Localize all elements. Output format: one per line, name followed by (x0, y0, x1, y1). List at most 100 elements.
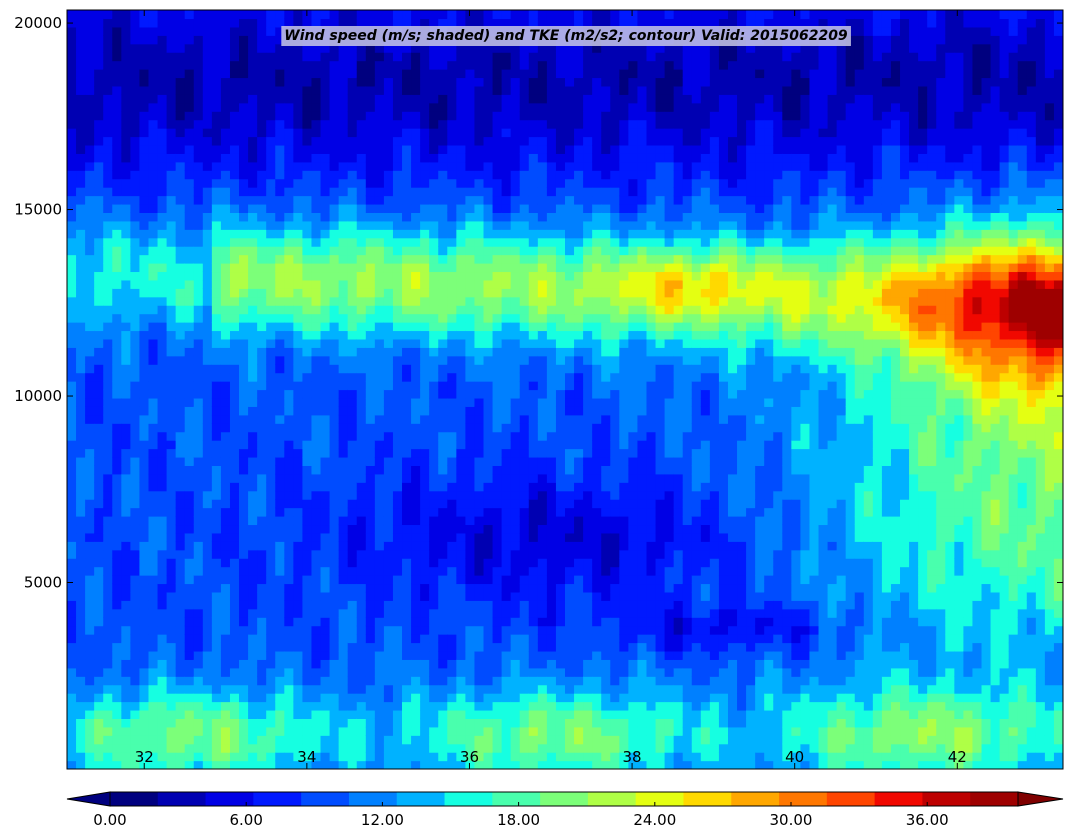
field-cell (402, 279, 412, 289)
field-cell (456, 43, 466, 53)
field-cell (220, 178, 231, 188)
field-cell (483, 279, 494, 289)
field-cell (411, 549, 421, 559)
field-cell (184, 246, 195, 256)
field-cell (338, 237, 349, 247)
field-cell (356, 381, 367, 391)
field-cell (121, 507, 131, 517)
field-cell (157, 625, 168, 635)
field-cell (202, 693, 213, 703)
field-cell (211, 355, 222, 365)
field-cell (67, 195, 77, 205)
field-cell (211, 617, 222, 627)
field-cell (275, 549, 285, 559)
field-cell (85, 465, 95, 475)
field-cell (402, 381, 412, 391)
field-cell (275, 440, 285, 450)
field-cell (402, 718, 412, 728)
field-cell (338, 136, 349, 146)
field-cell (483, 313, 494, 323)
field-cell (85, 144, 95, 154)
field-cell (374, 482, 385, 492)
field-cell (519, 752, 530, 762)
field-cell (157, 726, 168, 736)
field-cell (402, 128, 412, 138)
field-cell (248, 743, 258, 753)
field-cell (356, 144, 367, 154)
field-cell (510, 532, 521, 542)
field-cell (94, 170, 104, 180)
field-cell (519, 119, 530, 129)
field-cell (293, 743, 304, 753)
field-cell (501, 558, 512, 568)
field-cell (266, 237, 276, 247)
field-cell (266, 271, 276, 281)
field-cell (130, 77, 141, 87)
field-cell (438, 271, 448, 281)
field-cell (447, 659, 457, 669)
field-cell (483, 659, 494, 669)
field-cell (365, 18, 376, 28)
field-cell (284, 94, 294, 104)
field-cell (420, 516, 430, 526)
field-cell (483, 482, 494, 492)
field-cell (565, 693, 575, 703)
field-cell (130, 178, 141, 188)
field-cell (320, 414, 331, 424)
field-cell (157, 161, 168, 171)
field-cell (211, 524, 222, 534)
field-cell (320, 575, 331, 585)
field-cell (175, 381, 186, 391)
field-cell (202, 440, 213, 450)
field-cell (293, 313, 304, 323)
field-cell (157, 423, 168, 433)
field-cell (338, 659, 349, 669)
field-cell (76, 667, 86, 677)
field-cell (112, 153, 122, 163)
field-cell (420, 102, 430, 112)
field-cell (266, 85, 276, 95)
field-cell (94, 153, 104, 163)
field-cell (76, 85, 86, 95)
field-cell (112, 752, 122, 762)
field-cell (383, 684, 394, 694)
field-cell (528, 313, 539, 323)
field-cell (103, 254, 113, 264)
field-cell (257, 153, 267, 163)
field-cell (112, 237, 122, 247)
field-cell (184, 26, 195, 36)
field-cell (320, 338, 331, 348)
field-cell (85, 617, 95, 627)
field-cell (555, 94, 566, 104)
field-cell (257, 743, 267, 753)
field-cell (302, 296, 313, 306)
field-cell (293, 456, 304, 466)
field-cell (112, 279, 122, 289)
field-cell (248, 667, 258, 677)
field-cell (537, 136, 548, 146)
field-cell (284, 659, 294, 669)
field-cell (501, 541, 512, 551)
field-cell (429, 473, 439, 483)
field-cell (374, 448, 385, 458)
field-cell (320, 642, 331, 652)
field-cell (248, 684, 258, 694)
field-cell (402, 726, 412, 736)
field-cell (157, 389, 168, 399)
field-cell (338, 507, 349, 517)
field-cell (275, 364, 285, 374)
field-cell (329, 263, 340, 273)
field-cell (148, 676, 159, 686)
field-cell (528, 507, 539, 517)
field-cell (483, 507, 494, 517)
field-cell (510, 456, 521, 466)
field-cell (121, 102, 131, 112)
field-cell (193, 406, 204, 416)
field-cell (510, 111, 521, 121)
field-cell (374, 338, 385, 348)
field-cell (392, 195, 403, 205)
field-cell (302, 220, 313, 230)
field-cell (211, 381, 222, 391)
field-cell (94, 524, 104, 534)
field-cell (456, 372, 466, 382)
